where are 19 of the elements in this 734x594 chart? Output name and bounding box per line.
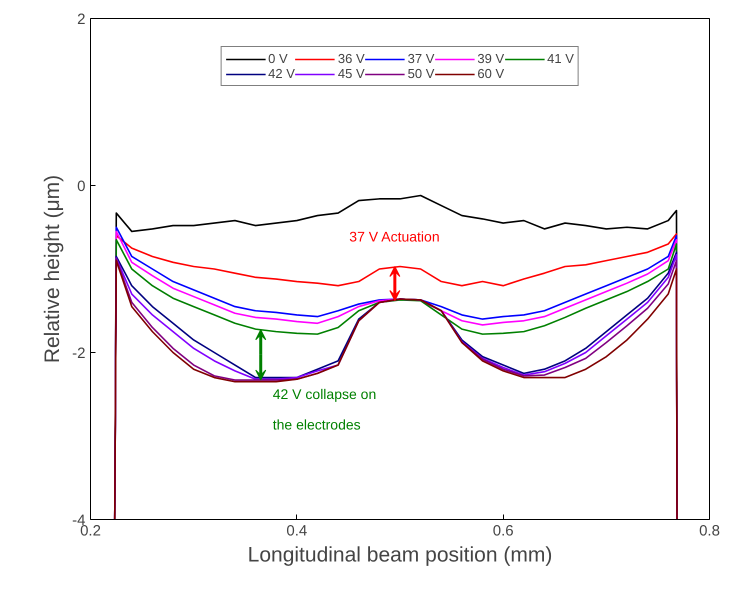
- x-axis-title: Longitudinal beam position (mm): [248, 544, 552, 566]
- legend-label: 36 V: [338, 51, 365, 66]
- x-tick-label: 0.6: [492, 522, 514, 540]
- legend-label: 42 V: [268, 66, 295, 81]
- y-tick-label: -2: [72, 345, 86, 362]
- y-axis-title: Relative height (μm): [41, 174, 64, 364]
- x-tick-label: 0.4: [286, 522, 308, 540]
- y-tick-label: 0: [77, 178, 86, 195]
- y-tick-label: 2: [77, 11, 86, 28]
- annotation: 42 V collapse on the electrodes: [272, 386, 376, 432]
- x-tick-label: 0.8: [699, 522, 720, 540]
- legend-label: 37 V: [408, 51, 434, 66]
- legend-label: 39 V: [477, 51, 504, 66]
- legend-label: 60 V: [477, 66, 504, 81]
- legend-label: 0 V: [268, 51, 288, 66]
- legend-label: 41 V: [547, 51, 574, 66]
- legend-label: 45 V: [338, 66, 365, 81]
- legend-label: 50 V: [408, 66, 434, 81]
- annotation: 37 V Actuation: [349, 228, 440, 244]
